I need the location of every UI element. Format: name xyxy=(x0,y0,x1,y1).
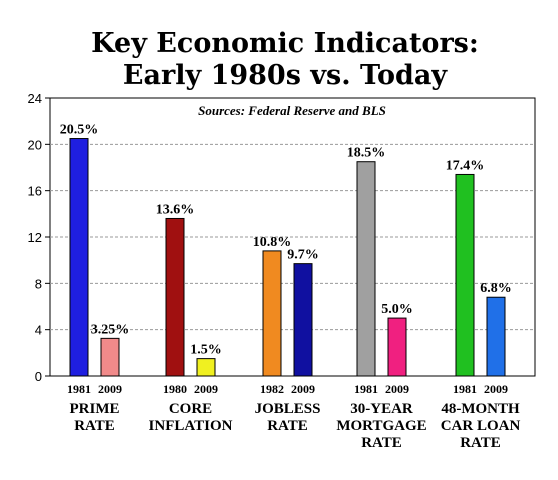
year-label: 1982 xyxy=(260,382,284,396)
data-label: 10.8% xyxy=(253,235,292,250)
category-label: RATE xyxy=(267,418,308,434)
year-label: 2009 xyxy=(98,382,122,396)
labels: 20.5%19813.25%2009PRIMERATE13.6%19801.5%… xyxy=(60,123,521,451)
data-label: 6.8% xyxy=(480,281,512,296)
data-label: 18.5% xyxy=(347,146,386,161)
category-label: MORTGAGE xyxy=(336,418,426,434)
bar xyxy=(100,337,120,377)
bar xyxy=(387,317,407,377)
category-label: PRIME xyxy=(70,401,120,417)
y-tick-label: 8 xyxy=(35,276,42,291)
bar xyxy=(196,358,216,377)
year-label: 1981 xyxy=(67,382,91,396)
category-label: 30-YEAR xyxy=(350,401,413,417)
data-label: 13.6% xyxy=(156,202,195,217)
bar xyxy=(356,161,376,377)
bar xyxy=(455,173,475,377)
chart-title-line-2: Early 1980s vs. Today xyxy=(123,60,448,91)
data-label: 20.5% xyxy=(60,123,99,138)
data-label: 5.0% xyxy=(381,302,413,317)
year-label: 1980 xyxy=(163,382,187,396)
category-label: 48-MONTH xyxy=(441,401,520,417)
y-axis: 0 4 8 12 16 20 24 xyxy=(28,91,50,384)
category-label: RATE xyxy=(361,435,402,451)
data-label: 17.4% xyxy=(446,158,485,173)
y-tick-label: 20 xyxy=(28,137,42,152)
year-label: 2009 xyxy=(291,382,315,396)
bar xyxy=(69,138,89,377)
category-label: INFLATION xyxy=(149,418,233,434)
bar xyxy=(293,263,313,377)
data-label: 9.7% xyxy=(287,248,319,263)
category-label: CORE xyxy=(169,401,212,417)
chart-title-line-1: Key Economic Indicators: xyxy=(91,28,479,59)
bars xyxy=(69,138,506,377)
category-label: RATE xyxy=(74,418,115,434)
y-tick-label: 16 xyxy=(28,184,42,199)
category-label: CAR LOAN xyxy=(441,418,521,434)
y-tick-label: 24 xyxy=(28,91,42,106)
year-label: 2009 xyxy=(385,382,409,396)
category-label: JOBLESS xyxy=(255,401,321,417)
bar xyxy=(165,217,185,377)
year-label: 2009 xyxy=(484,382,508,396)
chart-subtitle: Sources: Federal Reserve and BLS xyxy=(198,103,386,118)
y-tick-label: 4 xyxy=(35,323,42,338)
data-label: 3.25% xyxy=(91,322,130,337)
data-label: 1.5% xyxy=(190,343,222,358)
bar xyxy=(262,250,282,377)
year-label: 1981 xyxy=(354,382,378,396)
category-label: RATE xyxy=(460,435,501,451)
gridlines xyxy=(50,143,535,331)
bar xyxy=(486,296,506,377)
year-label: 2009 xyxy=(194,382,218,396)
y-tick-label: 12 xyxy=(28,230,42,245)
y-tick-label: 0 xyxy=(35,369,42,384)
year-label: 1981 xyxy=(453,382,477,396)
